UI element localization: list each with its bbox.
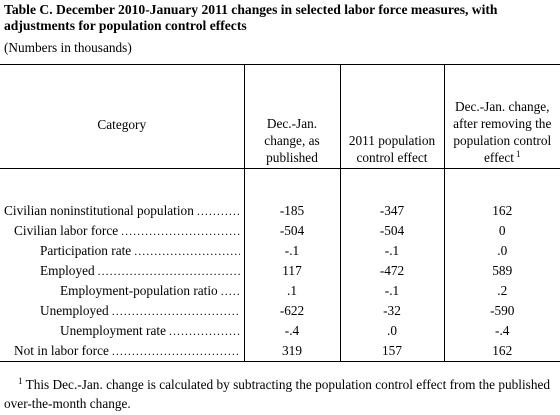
cell-control-effect: 157 (339, 340, 444, 362)
row-label: Unemployment rate (60, 322, 166, 338)
cell-published: -.4 (243, 320, 340, 341)
header-published-change: Dec.-Jan. change, as published (243, 64, 340, 169)
cell-adjusted: .2 (443, 280, 560, 301)
footnote: 1 This Dec.-Jan. change is calculated by… (4, 375, 556, 413)
cell-adjusted: 162 (443, 200, 560, 221)
cell-published: -185 (243, 200, 340, 221)
cell-adjusted: 589 (443, 260, 560, 281)
spacer-row (0, 168, 560, 201)
header-row: Category Dec.-Jan. change, as published … (0, 64, 560, 169)
cell-published: .1 (243, 280, 340, 301)
table-row: Civilian labor force....................… (0, 220, 560, 241)
cell-published: -.1 (243, 240, 340, 261)
cell-adjusted: 162 (443, 340, 560, 362)
row-label: Not in labor force (14, 342, 109, 358)
row-label: Unemployed (40, 302, 109, 318)
cell-adjusted: 0 (443, 220, 560, 241)
row-label: Participation rate (40, 242, 132, 258)
row-label: Civilian labor force (14, 222, 119, 238)
table-row: Employed................................… (0, 260, 560, 281)
cell-control-effect: -504 (339, 220, 444, 241)
labor-force-table: Category Dec.-Jan. change, as published … (0, 64, 560, 362)
table-row: Unemployed..............................… (0, 300, 560, 321)
cell-control-effect: -.1 (339, 240, 444, 261)
cell-control-effect: .0 (339, 320, 444, 341)
cell-published: 117 (243, 260, 340, 281)
cell-control-effect: -472 (339, 260, 444, 281)
table-title: Table C. December 2010-January 2011 chan… (4, 2, 498, 33)
footnote-marker: 1 (516, 148, 521, 159)
cell-published: -622 (243, 300, 340, 321)
table-row: Employment-population ratio.............… (0, 280, 560, 301)
cell-control-effect: -.1 (339, 280, 444, 301)
header-adjusted-change-label: Dec.-Jan. change, after removing the pop… (453, 99, 552, 165)
header-category: Category (0, 64, 244, 169)
cell-control-effect: -32 (339, 300, 444, 321)
row-label: Employment-population ratio (60, 282, 218, 298)
cell-published: -504 (243, 220, 340, 241)
table-row: Not in labor force......................… (0, 340, 560, 362)
cell-adjusted: .0 (443, 240, 560, 261)
units-note: (Numbers in thousands) (4, 40, 132, 55)
cell-control-effect: -347 (339, 200, 444, 221)
cell-adjusted: -590 (443, 300, 560, 321)
table-row: Civilian noninstitutional population....… (0, 200, 560, 221)
row-label: Civilian noninstitutional population (4, 202, 194, 218)
header-population-control-effect: 2011 population control effect (339, 64, 444, 169)
table-row: Participation rate......................… (0, 240, 560, 261)
footnote-text: This Dec.-Jan. change is calculated by s… (4, 377, 551, 411)
cell-published: 319 (243, 340, 340, 362)
table-row: Unemployment rate.......................… (0, 320, 560, 341)
header-adjusted-change: Dec.-Jan. change, after removing the pop… (443, 64, 560, 169)
row-label: Employed (40, 262, 95, 278)
footnote-number: 1 (18, 375, 23, 386)
cell-adjusted: -.4 (443, 320, 560, 341)
